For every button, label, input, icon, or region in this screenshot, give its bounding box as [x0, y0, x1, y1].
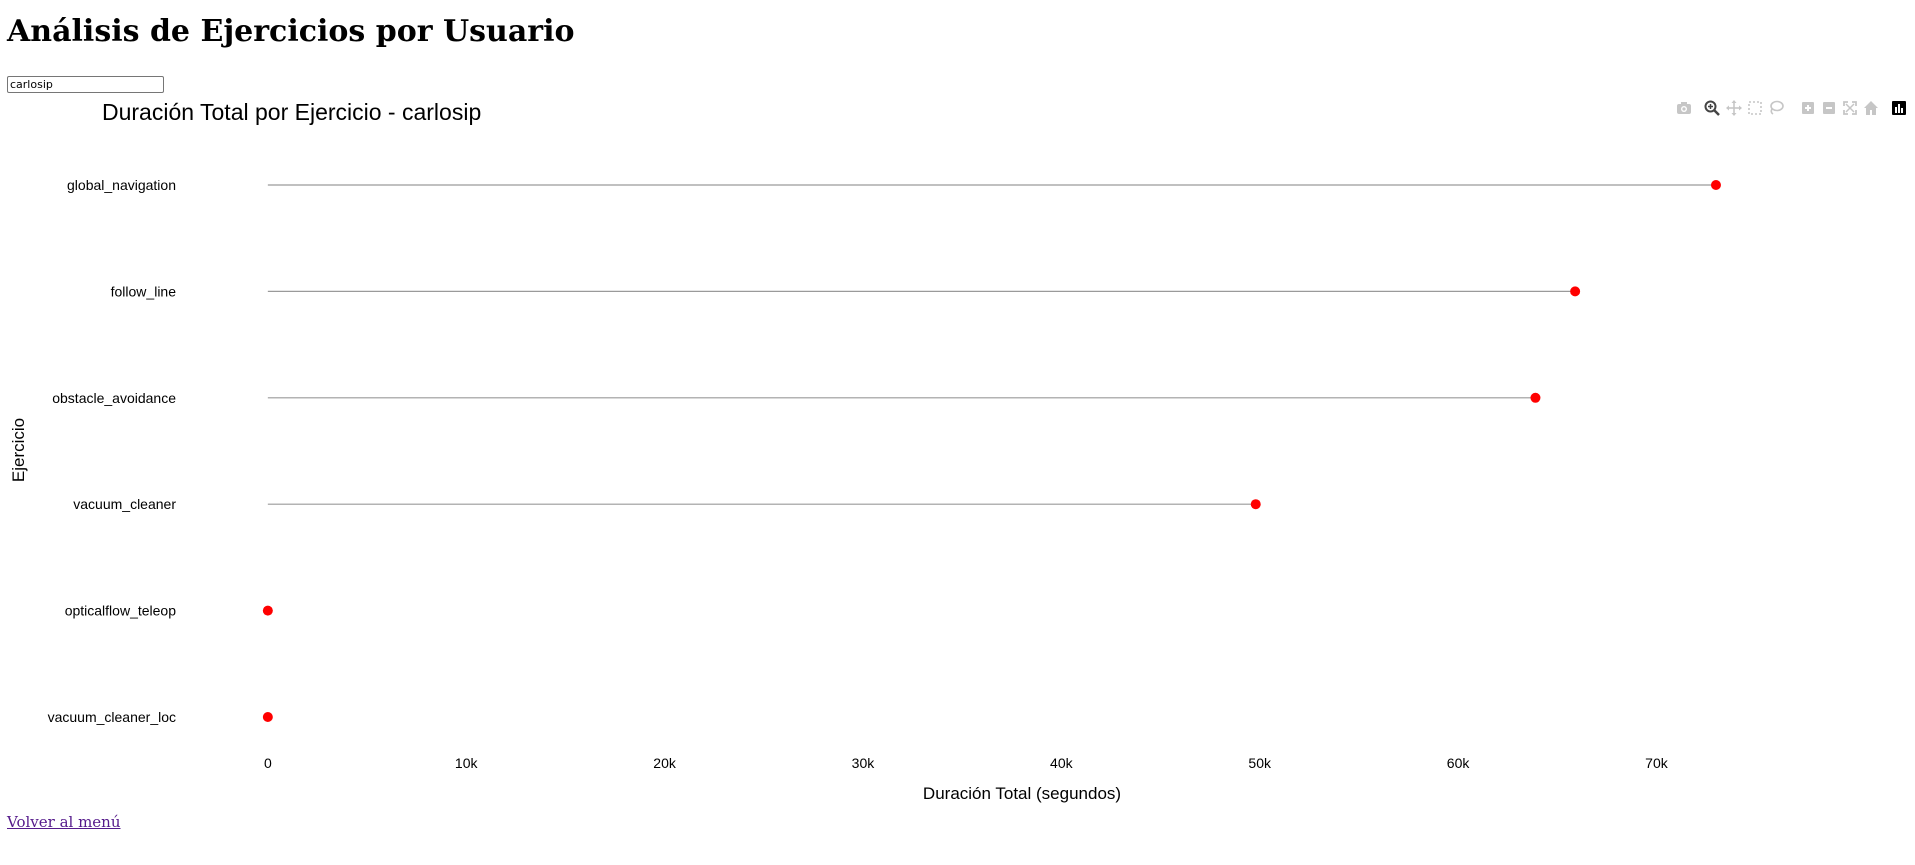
y-tick-label: vacuum_cleaner: [73, 496, 176, 512]
chart-title: Duración Total por Ejercicio - carlosip: [102, 99, 481, 125]
reset-axes-icon[interactable]: [1862, 99, 1880, 117]
x-tick-label: 20k: [653, 755, 677, 771]
box-select-icon[interactable]: [1746, 99, 1764, 117]
x-tick-label: 60k: [1447, 755, 1471, 771]
data-point[interactable]: [262, 605, 273, 616]
y-tick-label: opticalflow_teleop: [65, 603, 177, 619]
data-point[interactable]: [1710, 180, 1721, 190]
autoscale-icon[interactable]: [1841, 99, 1859, 117]
y-tick-label: follow_line: [111, 283, 177, 299]
chart: Duración Total por Ejercicio - carlosip …: [9, 99, 1721, 803]
zoom-icon[interactable]: [1703, 99, 1721, 117]
y-axis-title: Ejercicio: [9, 418, 28, 482]
x-axis-title: Duración Total (segundos): [923, 784, 1121, 803]
user-search-input[interactable]: [7, 76, 164, 93]
camera-icon[interactable]: [1675, 99, 1693, 117]
pan-icon[interactable]: [1725, 99, 1743, 117]
plotly-logo-icon[interactable]: [1890, 99, 1908, 117]
zoom-out-icon[interactable]: [1820, 99, 1838, 117]
y-tick-label: global_navigation: [67, 177, 176, 193]
x-tick-label: 10k: [455, 755, 479, 771]
lasso-icon[interactable]: [1767, 99, 1785, 117]
data-point[interactable]: [262, 712, 273, 722]
data-point[interactable]: [1530, 392, 1541, 403]
x-tick-label: 0: [264, 755, 272, 771]
y-tick-label: obstacle_avoidance: [52, 390, 176, 406]
x-tick-label: 50k: [1248, 755, 1272, 771]
zoom-in-icon[interactable]: [1799, 99, 1817, 117]
x-tick-label: 70k: [1645, 755, 1669, 771]
y-tick-label: vacuum_cleaner_loc: [48, 709, 176, 725]
x-tick-label: 40k: [1050, 755, 1074, 771]
back-to-menu-link[interactable]: Volver al menú: [7, 813, 121, 831]
data-point[interactable]: [1570, 286, 1581, 297]
data-point[interactable]: [1250, 499, 1261, 510]
page-title: Análisis de Ejercicios por Usuario: [7, 14, 575, 49]
x-tick-label: 30k: [852, 755, 876, 771]
